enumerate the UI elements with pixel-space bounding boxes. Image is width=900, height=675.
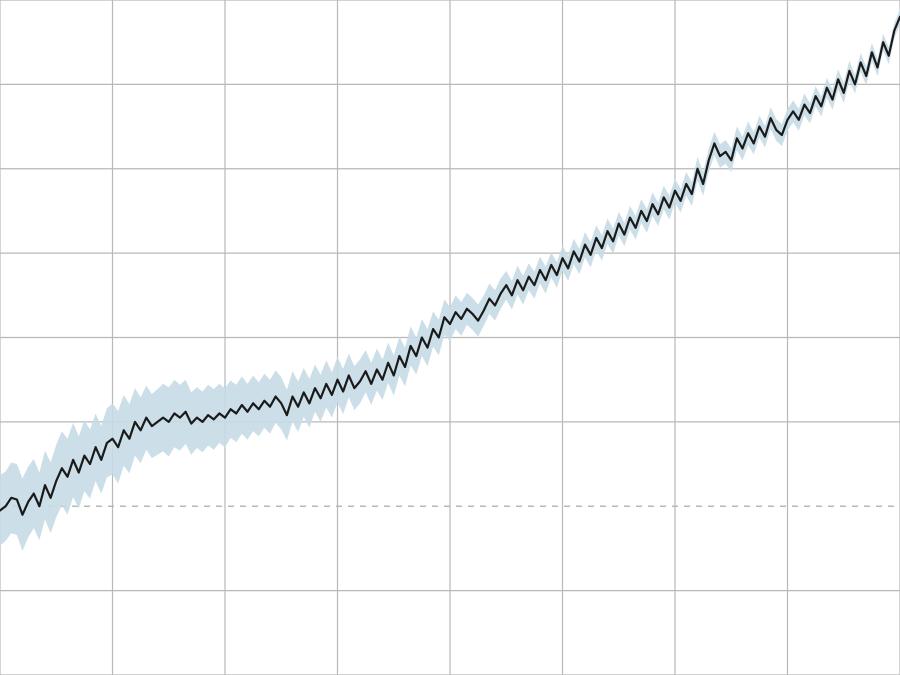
- timeseries-chart: [0, 0, 900, 675]
